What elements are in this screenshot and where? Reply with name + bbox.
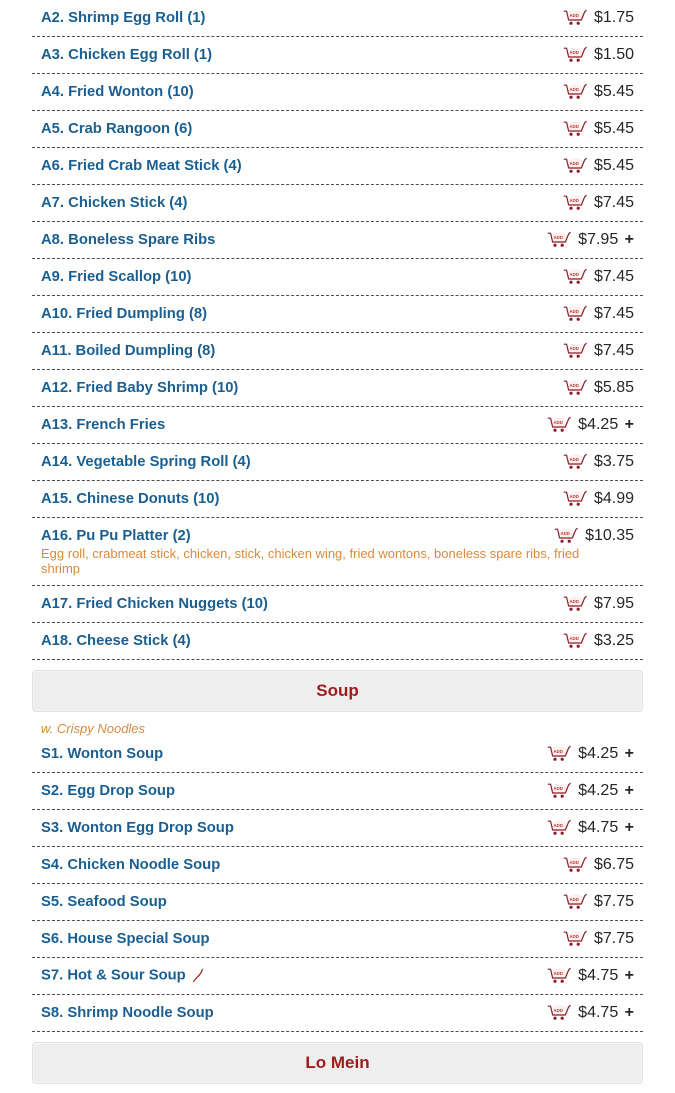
svg-text:ADD: ADD (569, 599, 579, 604)
svg-text:ADD: ADD (554, 420, 564, 425)
svg-text:ADD: ADD (569, 13, 579, 18)
svg-text:ADD: ADD (569, 383, 579, 388)
svg-text:ADD: ADD (554, 235, 564, 240)
svg-text:ADD: ADD (561, 531, 571, 536)
svg-text:ADD: ADD (569, 494, 579, 499)
svg-text:ADD: ADD (569, 457, 579, 462)
svg-text:ADD: ADD (569, 860, 579, 865)
svg-text:ADD: ADD (569, 897, 579, 902)
svg-text:ADD: ADD (569, 124, 579, 129)
svg-text:ADD: ADD (554, 749, 564, 754)
svg-text:ADD: ADD (569, 87, 579, 92)
svg-text:ADD: ADD (569, 272, 579, 277)
svg-text:ADD: ADD (569, 346, 579, 351)
svg-text:ADD: ADD (569, 198, 579, 203)
svg-text:ADD: ADD (569, 161, 579, 166)
svg-text:ADD: ADD (569, 50, 579, 55)
svg-text:ADD: ADD (554, 971, 564, 976)
svg-text:ADD: ADD (554, 823, 564, 828)
svg-text:ADD: ADD (554, 1008, 564, 1013)
svg-text:ADD: ADD (569, 309, 579, 314)
svg-text:ADD: ADD (569, 636, 579, 641)
svg-text:ADD: ADD (569, 934, 579, 939)
svg-text:ADD: ADD (554, 786, 564, 791)
